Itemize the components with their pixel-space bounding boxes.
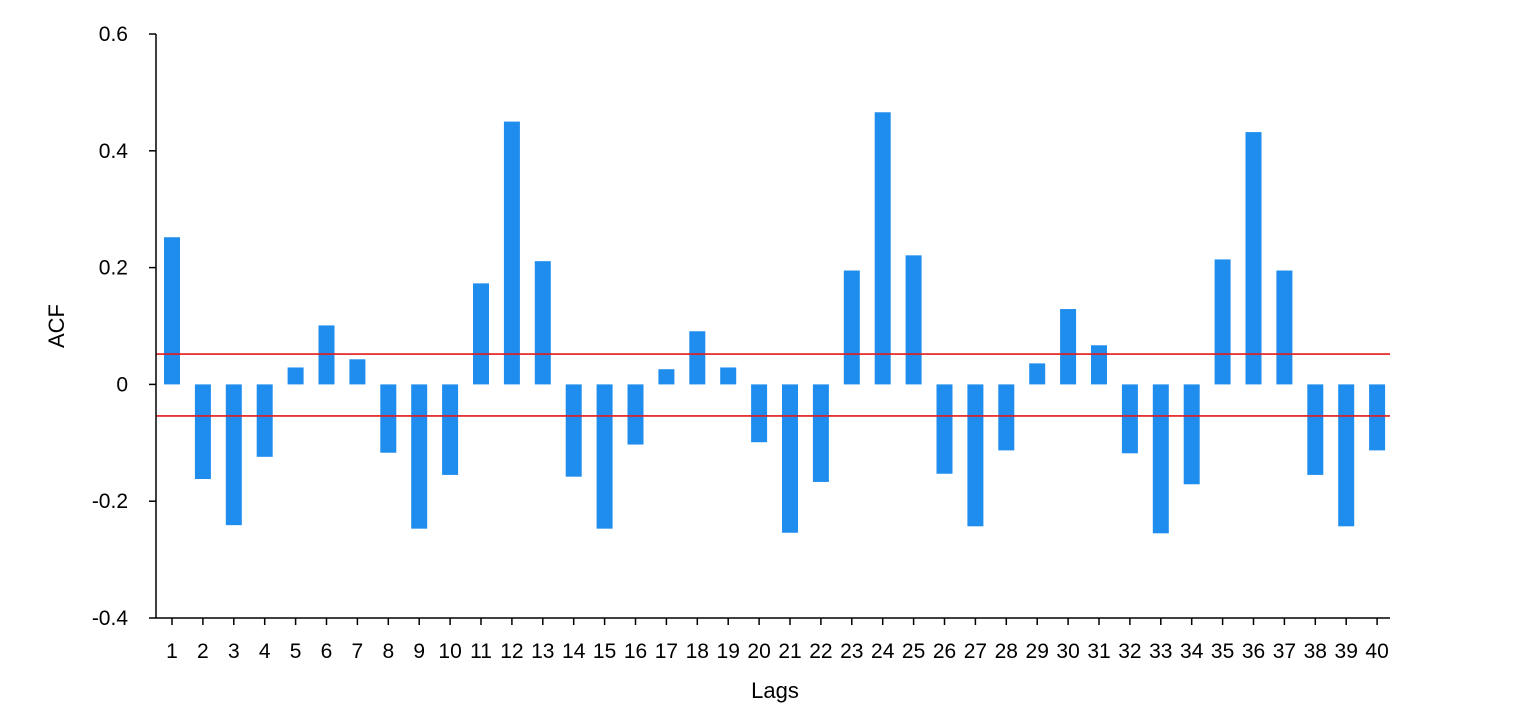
acf-bar-lag-26 [936, 384, 953, 474]
y-tick-label: -0.4 [92, 607, 129, 630]
x-tick-label: 35 [1211, 640, 1234, 663]
acf-bar-lag-19 [720, 367, 737, 385]
acf-bar-lag-35 [1214, 259, 1231, 385]
x-tick-label: 22 [809, 640, 832, 663]
x-tick-label: 39 [1335, 640, 1358, 663]
acf-bar-lag-27 [967, 384, 984, 527]
y-tick-label: 0.6 [99, 23, 128, 46]
x-tick-label: 30 [1056, 640, 1079, 663]
acf-bar-lag-36 [1245, 132, 1262, 385]
acf-bar-lag-20 [751, 384, 768, 443]
acf-bar-lag-18 [689, 331, 706, 385]
x-tick-label: 34 [1180, 640, 1204, 663]
x-tick-label: 32 [1118, 640, 1141, 663]
acf-bar-lag-22 [812, 384, 829, 482]
acf-bar-lag-34 [1183, 384, 1200, 485]
acf-bar-lag-37 [1276, 270, 1293, 385]
x-tick-label: 38 [1304, 640, 1327, 663]
x-tick-label: 37 [1273, 640, 1296, 663]
y-tick-label: 0 [116, 373, 128, 396]
x-tick-label: 17 [655, 640, 678, 663]
x-tick-label: 11 [470, 640, 492, 663]
x-tick-label: 16 [624, 640, 647, 663]
x-ticks-layer: 1 2 3 4 5 6 7 8 9 10 11 12 13 14 15 16 17 18 19 20 21 22 23 24 2… [166, 618, 1389, 663]
x-tick-label: 4 [259, 640, 271, 663]
x-tick-label: 31 [1087, 640, 1110, 663]
x-tick-label: 1 [166, 640, 178, 663]
y-tick-label: 0.2 [99, 257, 128, 280]
x-axis-title: Lags [751, 678, 799, 703]
acf-bar-lag-7 [349, 359, 366, 385]
x-tick-label: 14 [562, 640, 586, 663]
acf-bar-lag-39 [1338, 384, 1355, 527]
x-tick-label: 7 [352, 640, 364, 663]
x-tick-label: 25 [902, 640, 925, 663]
x-tick-label: 24 [871, 640, 895, 663]
y-axis-title: ACF [44, 304, 69, 348]
confidence-bounds-layer [156, 353, 1390, 417]
acf-bar-lag-10 [442, 384, 459, 475]
bars-layer [164, 112, 1386, 534]
acf-bar-lag-6 [318, 325, 335, 385]
acf-bar-lag-17 [658, 369, 675, 385]
acf-bar-lag-30 [1060, 309, 1077, 385]
acf-bar-lag-8 [380, 384, 397, 453]
x-tick-label: 26 [933, 640, 956, 663]
acf-bar-lag-16 [627, 384, 644, 445]
acf-bar-lag-14 [565, 384, 582, 477]
acf-bar-lag-23 [843, 270, 860, 385]
axes-layer [155, 34, 1390, 619]
x-tick-label: 27 [964, 640, 987, 663]
x-tick-label: 18 [686, 640, 709, 663]
x-tick-label: 20 [747, 640, 770, 663]
x-tick-label: 36 [1242, 640, 1265, 663]
acf-bar-lag-3 [225, 384, 242, 526]
acf-bar-lag-11 [473, 283, 489, 385]
x-tick-label: 40 [1365, 640, 1388, 663]
x-tick-label: 5 [290, 640, 302, 663]
y-tick-label: 0.4 [99, 140, 129, 163]
x-tick-label: 29 [1026, 640, 1049, 663]
acf-bar-lag-1 [164, 237, 180, 385]
acf-bar-lag-5 [287, 367, 304, 385]
acf-bar-lag-29 [1029, 363, 1046, 385]
x-tick-label: 2 [197, 640, 209, 663]
acf-bar-lag-15 [596, 384, 613, 529]
acf-bar-lag-9 [411, 384, 428, 529]
acf-bar-lag-32 [1121, 384, 1138, 454]
x-tick-label: 23 [840, 640, 863, 663]
x-tick-label: 33 [1149, 640, 1172, 663]
x-tick-label: 9 [413, 640, 425, 663]
acf-bar-lag-28 [998, 384, 1015, 451]
x-tick-label: 28 [995, 640, 1018, 663]
x-tick-label: 12 [500, 640, 523, 663]
acf-bar-lag-25 [905, 255, 922, 385]
x-tick-label: 6 [321, 640, 333, 663]
acf-bar-lag-12 [503, 121, 520, 385]
acf-bar-lag-13 [534, 261, 551, 385]
x-tick-label: 3 [228, 640, 240, 663]
y-tick-label: -0.2 [92, 490, 128, 513]
y-ticks-layer: -0.4 -0.2 0 0.2 0.4 0.6 [92, 23, 156, 630]
acf-bar-lag-4 [256, 384, 273, 457]
acf-bar-lag-31 [1091, 345, 1107, 385]
acf-bar-lag-38 [1307, 384, 1324, 475]
acf-bar-lag-24 [874, 112, 891, 385]
x-tick-label: 8 [382, 640, 394, 663]
x-tick-label: 13 [531, 640, 554, 663]
x-tick-label: 19 [717, 640, 740, 663]
acf-bar-lag-21 [782, 384, 798, 533]
acf-bar-lag-2 [194, 384, 211, 480]
x-tick-label: 10 [438, 640, 461, 663]
x-tick-label: 15 [593, 640, 616, 663]
acf-bar-lag-33 [1152, 384, 1169, 534]
acf-bar-lag-40 [1369, 384, 1386, 451]
x-tick-label: 21 [778, 640, 801, 663]
